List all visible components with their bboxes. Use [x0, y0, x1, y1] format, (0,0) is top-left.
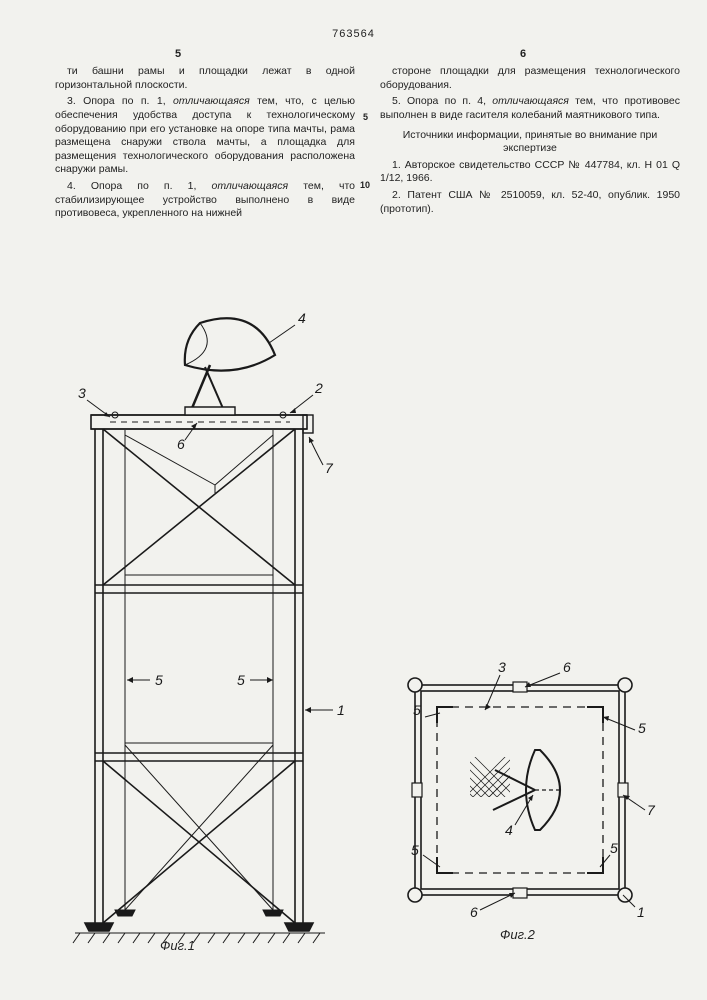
- right-p2: 5. Опора по п. 4, отличающаяся тем, что …: [380, 95, 680, 122]
- patent-number: 763564: [332, 28, 375, 40]
- right-p4: 1. Авторское свидетельство СССР № 447784…: [380, 159, 680, 186]
- fig2-label-6t: 6: [563, 659, 571, 675]
- fig2-label-5tl: 5: [413, 702, 421, 718]
- fig2-label-4: 4: [505, 822, 513, 838]
- right-column: стороне площадки для размещения технолог…: [380, 65, 680, 219]
- right-p1: стороне площадки для размещения технолог…: [380, 65, 680, 92]
- left-p1: ти башни рамы и площадки лежат в одной г…: [55, 65, 355, 92]
- left-p2: 3. Опора по п. 1, отличающаяся тем, что,…: [55, 95, 355, 177]
- fig1-svg: 3 2 4 6 7 5 5 1: [55, 285, 365, 965]
- fig1-caption: Фиг.1: [160, 938, 195, 953]
- line-marker-10: 10: [360, 180, 370, 190]
- left-p3: 4. Опора по п. 1, отличающаяся тем, что …: [55, 180, 355, 221]
- fig2-label-3: 3: [498, 659, 506, 675]
- line-marker-5: 5: [363, 112, 368, 122]
- fig2-label-7: 7: [647, 802, 656, 818]
- col-marker-6: 6: [520, 48, 526, 60]
- fig2-svg: 3 6 6 5 5 5 5 7 1 4: [385, 655, 665, 935]
- fig2-label-5bl: 5: [411, 842, 419, 858]
- diagram-area: 3 2 4 6 7 5 5 1 Фиг.1: [55, 285, 655, 965]
- fig1-label-7: 7: [325, 460, 334, 476]
- fig2-label-6b: 6: [470, 904, 478, 920]
- left-column: ти башни рамы и площадки лежат в одной г…: [55, 65, 355, 224]
- fig1-label-3: 3: [78, 385, 86, 401]
- fig1-label-5b: 5: [237, 672, 245, 688]
- fig2-label-5tr: 5: [638, 720, 646, 736]
- fig1-label-2: 2: [314, 380, 323, 396]
- col-marker-5: 5: [175, 48, 181, 60]
- fig2-caption: Фиг.2: [500, 927, 535, 942]
- fig1-label-4: 4: [298, 310, 306, 326]
- fig2-label-1: 1: [637, 904, 645, 920]
- right-p5: 2. Патент США № 2510059, кл. 52-40, опуб…: [380, 189, 680, 216]
- fig1-label-1: 1: [337, 702, 345, 718]
- fig1-label-5a: 5: [155, 672, 163, 688]
- fig1-label-6: 6: [177, 436, 185, 452]
- fig2-label-5br: 5: [610, 840, 618, 856]
- right-p3: Источники информации, принятые во вниман…: [380, 129, 680, 156]
